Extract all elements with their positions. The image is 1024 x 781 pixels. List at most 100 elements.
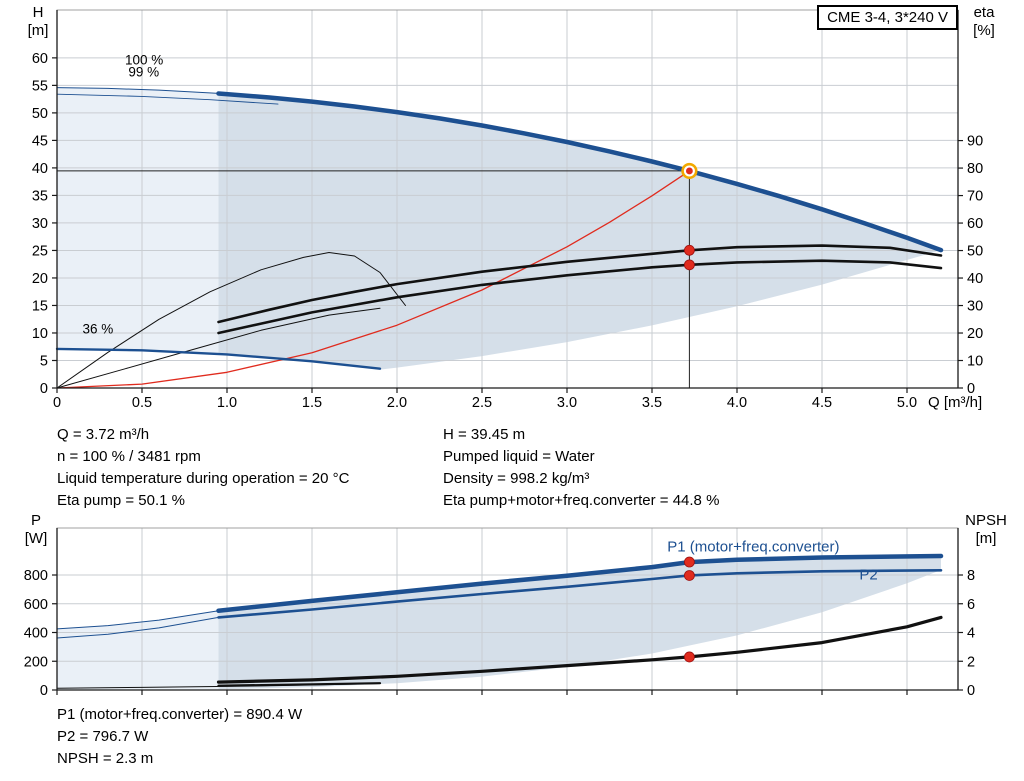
- y-right-tick-label: 40: [967, 271, 983, 287]
- eta-pump-text: Eta pump = 50.1 %: [57, 492, 185, 509]
- x-tick-label: 0: [53, 395, 61, 411]
- duty-results-right: H = 39.45 m Pumped liquid = Water Densit…: [443, 424, 719, 512]
- y-right-tick-label: 10: [967, 354, 983, 370]
- operating-envelope-fill: [218, 93, 941, 370]
- pump-curve-36: [55, 347, 382, 370]
- y-left-tick-label: 30: [32, 216, 48, 232]
- p2-curve: [217, 568, 943, 619]
- p1-curve-thin: [56, 610, 219, 630]
- power-range-left-fill: [57, 610, 219, 690]
- y-left-tick-label: 800: [24, 568, 48, 584]
- duty-point-center: [686, 167, 693, 175]
- y-left-tick-label: 50: [32, 106, 48, 122]
- npsh-curve-reduced: [217, 682, 382, 687]
- p1-curve: [216, 553, 944, 613]
- h-axis-title-line2: [m]: [27, 22, 49, 39]
- speed-affinity-curve-red: [56, 170, 691, 389]
- p-axis-title-line2: [W]: [24, 530, 48, 547]
- power-npsh-chart[interactable]: 0 200 400 600 800 0 2 4 6 8 P1 (motor+freq.convert…: [0, 518, 1024, 703]
- y-left-tick-label: 45: [32, 133, 48, 149]
- power-results: P1 (motor+freq.converter) = 890.4 W P2 =…: [57, 704, 302, 770]
- npsh-dot: [684, 651, 695, 663]
- y-left-tick-label: 5: [40, 353, 48, 369]
- y-left-tick-label: 0: [40, 683, 48, 699]
- y-left-tick-label: 400: [24, 626, 48, 642]
- y-right-tick-label: 70: [967, 189, 983, 205]
- eta-total-curve: [217, 259, 943, 335]
- npsh-axis-title-line1: NPSH: [965, 512, 1007, 529]
- p-axis-title-line1: P: [30, 512, 41, 529]
- operating-range-left-fill: [57, 87, 219, 354]
- y-right-tick-label: 4: [967, 626, 975, 642]
- x-tick-label: 4.0: [727, 395, 747, 411]
- x-tick-label: 3.0: [557, 395, 577, 411]
- eta-axis-title-line1: eta: [973, 4, 995, 21]
- y-left-tick-label: 40: [32, 161, 48, 177]
- y-right-tick-label: 90: [967, 134, 983, 150]
- eta-curve-reduced-speed-1: [56, 252, 406, 389]
- eta-pump-curve: [217, 244, 943, 324]
- y-right-tick-label: 30: [967, 299, 983, 315]
- npsh-axis-title-line2: [m]: [975, 530, 997, 547]
- y-right-tick-label: 0: [967, 381, 975, 397]
- pump-curve-100: [216, 91, 944, 253]
- y-right-tick-label: 20: [967, 326, 983, 342]
- y-left-tick-label: 20: [32, 271, 48, 287]
- pumped-liquid-text: Pumped liquid = Water: [443, 448, 595, 465]
- npsh-curve: [216, 615, 943, 684]
- y-left-tick-label: 60: [32, 51, 48, 67]
- y-right-tick-label: 50: [967, 244, 983, 260]
- duty-speed-text: n = 100 % / 3481 rpm: [57, 448, 201, 465]
- x-tick-label: 2.5: [472, 395, 492, 411]
- h-axis-title: H [m]: [16, 4, 60, 40]
- p2-value-text: P2 = 796.7 W: [57, 728, 149, 745]
- npsh-value-text: NPSH = 2.3 m: [57, 750, 154, 767]
- eta-total-dot: [684, 259, 695, 271]
- density-text: Density = 998.2 kg/m³: [443, 470, 590, 487]
- y-right-tick-label: 6: [967, 597, 975, 613]
- p1-dot: [684, 556, 695, 568]
- pump-model-box: CME 3-4, 3*240 V: [817, 5, 958, 30]
- y-left-tick-label: 55: [32, 78, 48, 94]
- x-tick-label: 2.0: [387, 395, 407, 411]
- eta-curve-reduced-speed-2: [56, 307, 381, 389]
- eta-axis-title: eta [%]: [960, 4, 1008, 40]
- eta-axis-title-line2: [%]: [973, 22, 995, 39]
- p2-dot: [684, 570, 695, 581]
- hq-eta-chart[interactable]: 0 0.5 1.0 1.5 2.0 2.5 3.0 3.5 4.0 4.5 5.0 0 5 10 15 20 2…: [0, 0, 1024, 420]
- y-right-tick-label: 60: [967, 216, 983, 232]
- p2-curve-thin: [56, 616, 219, 639]
- y-right-tick-label: 8: [967, 568, 975, 584]
- h-axis-title-line1: H: [32, 4, 44, 21]
- duty-flow-text: Q = 3.72 m³/h: [57, 426, 150, 443]
- y-left-tick-label: 10: [32, 326, 48, 342]
- speed-label-99: 99 %: [128, 65, 159, 80]
- p-axis-title: P [W]: [14, 512, 58, 548]
- x-tick-label: 1.5: [302, 395, 322, 411]
- p1-value-text: P1 (motor+freq.converter) = 890.4 W: [57, 706, 303, 723]
- x-axis-label: Q [m³/h]: [928, 394, 982, 411]
- y-left-tick-label: 0: [40, 381, 48, 397]
- p2-curve-label: P2: [859, 566, 877, 583]
- x-tick-label: 1.0: [217, 395, 237, 411]
- npsh-axis-title: NPSH [m]: [956, 512, 1016, 548]
- y-left-tick-label: 15: [32, 298, 48, 314]
- y-right-tick-label: 2: [967, 654, 975, 670]
- x-tick-label: 3.5: [642, 395, 662, 411]
- y-left-tick-label: 35: [32, 188, 48, 204]
- pump-curve-100-thin: [56, 87, 219, 94]
- power-envelope-fill: [218, 556, 941, 690]
- y-right-tick-label: 80: [967, 161, 983, 177]
- y-right-tick-label: 0: [967, 683, 975, 699]
- y-left-tick-label: 200: [24, 654, 48, 670]
- speed-label-100: 100 %: [125, 53, 163, 68]
- x-tick-label: 5.0: [897, 395, 917, 411]
- y-left-tick-label: 25: [32, 243, 48, 259]
- eta-pump-dot: [684, 244, 695, 256]
- duty-head-text: H = 39.45 m: [443, 426, 526, 443]
- x-tick-label: 0.5: [132, 395, 152, 411]
- y-left-tick-label: 600: [24, 597, 48, 613]
- liquid-temperature-text: Liquid temperature during operation = 20…: [57, 470, 350, 487]
- pump-curve-99-thin: [56, 93, 279, 105]
